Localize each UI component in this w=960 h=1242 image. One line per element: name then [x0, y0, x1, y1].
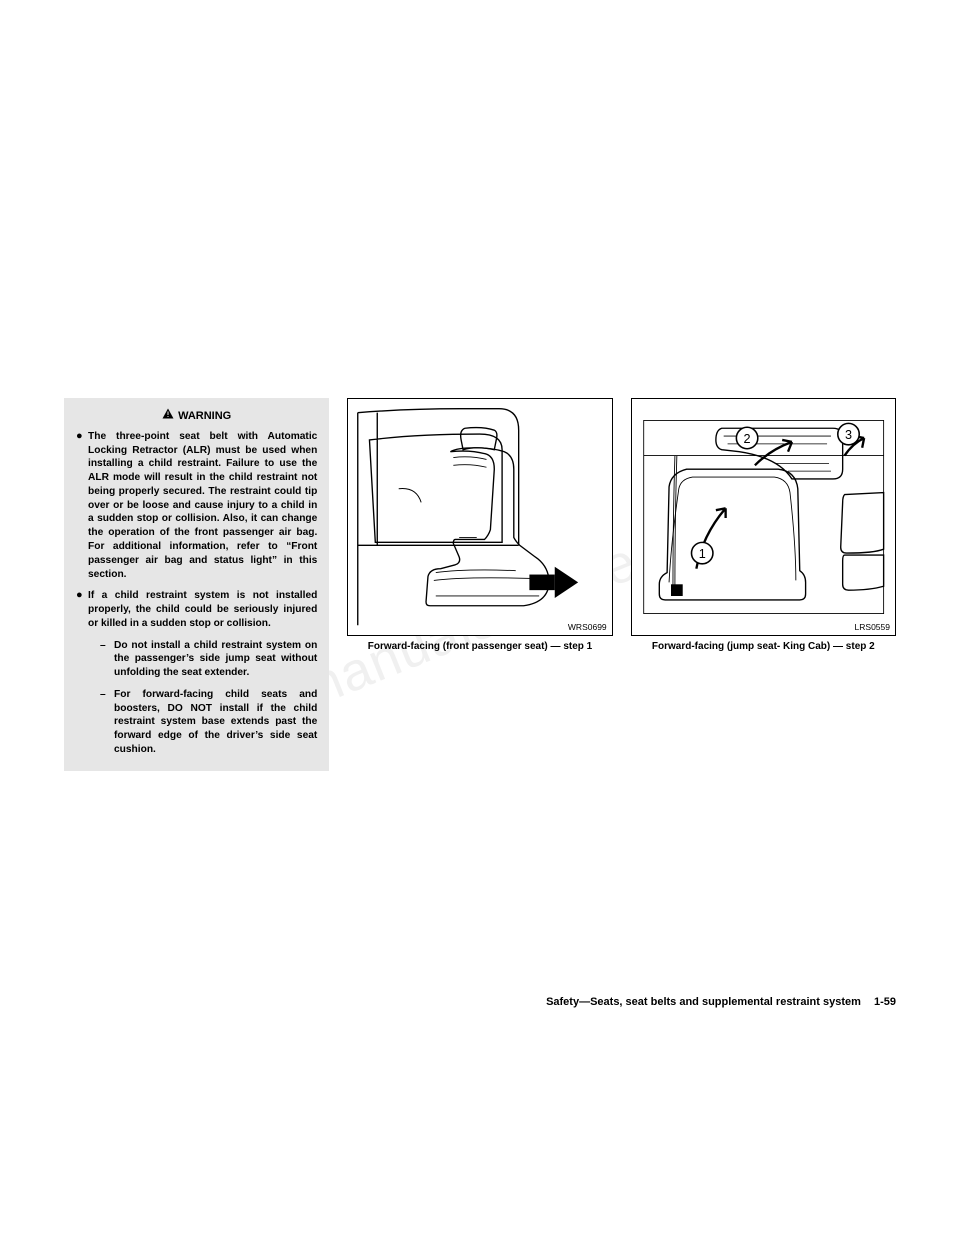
warning-bullet-text: If a child restraint system is not insta…: [88, 589, 317, 630]
warning-heading-text: WARNING: [178, 409, 231, 424]
callout-2-icon: 2: [736, 427, 757, 448]
arrow-right-icon: [530, 567, 579, 598]
warning-bullet-text: The three-point seat belt with Automatic…: [88, 430, 317, 581]
page-content: WARNING ● The three-point seat belt with…: [64, 398, 896, 771]
jump-seat-diagram-icon: 1 2 3: [632, 399, 895, 635]
figure-1: WRS0699: [347, 398, 612, 636]
footer-section: Safety—Seats, seat belts and supplementa…: [546, 996, 861, 1008]
warning-bullet: ● If a child restraint system is not ins…: [76, 589, 317, 756]
column-warning: WARNING ● The three-point seat belt with…: [64, 398, 329, 771]
warning-icon: [162, 408, 174, 424]
warning-heading: WARNING: [76, 408, 317, 424]
seat-diagram-icon: [348, 399, 611, 635]
bullet-marker-icon: ●: [76, 589, 88, 756]
warning-sub-bullet: – For forward-facing child seats and boo…: [88, 688, 317, 757]
column-figure-2: 1 2 3 LRS0559 Forward-facing (jump seat-…: [631, 398, 896, 771]
figure-code: WRS0699: [568, 622, 607, 632]
bullet-marker-icon: ●: [76, 430, 88, 581]
figure-caption: Forward-facing (front passenger seat) — …: [347, 640, 612, 653]
figure-code: LRS0559: [855, 622, 890, 632]
warning-sub-bullet: – Do not install a child restraint syste…: [88, 639, 317, 680]
dash-marker-icon: –: [100, 688, 114, 757]
svg-text:1: 1: [698, 547, 705, 561]
callout-3-icon: 3: [837, 423, 858, 444]
dash-marker-icon: –: [100, 639, 114, 680]
column-figure-1: WRS0699 Forward-facing (front passenger …: [347, 398, 612, 771]
page-footer: Safety—Seats, seat belts and supplementa…: [546, 996, 896, 1008]
warning-box: WARNING ● The three-point seat belt with…: [64, 398, 329, 771]
figure-2: 1 2 3 LRS0559: [631, 398, 896, 636]
warning-bullet-list: ● The three-point seat belt with Automat…: [76, 430, 317, 757]
svg-text:3: 3: [845, 428, 852, 442]
footer-page-number: 1-59: [874, 996, 896, 1008]
svg-text:2: 2: [743, 432, 750, 446]
warning-sub-list: – Do not install a child restraint syste…: [88, 639, 317, 757]
warning-sub-text: For forward-facing child seats and boost…: [114, 688, 317, 757]
warning-bullet: ● The three-point seat belt with Automat…: [76, 430, 317, 581]
figure-caption: Forward-facing (jump seat- King Cab) — s…: [631, 640, 896, 653]
warning-sub-text: Do not install a child restraint system …: [114, 639, 317, 680]
callout-1-icon: 1: [691, 542, 712, 563]
